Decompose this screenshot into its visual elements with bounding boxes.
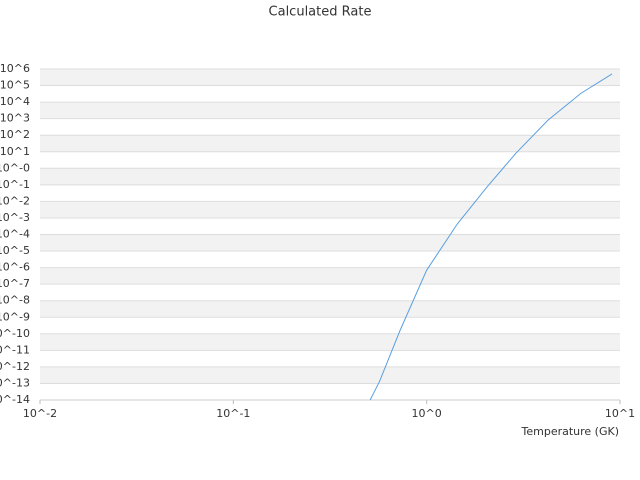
y-tick-label: 10^-14 (0, 393, 30, 406)
grid-band (40, 366, 620, 384)
y-tick-label: 10^-2 (0, 194, 30, 207)
grid-band (40, 102, 620, 119)
y-tick-label: 10^-9 (0, 310, 30, 323)
y-tick-label: 10^-5 (0, 244, 30, 257)
line (369, 73, 613, 401)
grid-band (40, 300, 620, 318)
y-tick-label: 10^-0 (0, 161, 30, 174)
y-tick-label: 10^2 (0, 128, 30, 141)
y-tick-label: 10^-8 (0, 294, 30, 307)
y-tick-label: 10^-3 (0, 211, 30, 224)
y-tick-label: 10^6 (0, 62, 30, 75)
y-tick-label: 10^3 (0, 112, 30, 125)
x-tick-label: 10^-1 (216, 407, 250, 420)
chart-title: Calculated Rate (269, 5, 372, 20)
y-tick-label: 10^-4 (0, 228, 30, 241)
y-tick-label: 10^-13 (0, 376, 30, 389)
y-tick-label: 10^-7 (0, 277, 30, 290)
grid-band (40, 234, 620, 252)
y-tick-label: 10^5 (0, 79, 30, 92)
y-tick-label: 10^-10 (0, 327, 30, 340)
y-tick-label: 10^-12 (0, 360, 30, 373)
grid-band (40, 201, 620, 218)
grid-band (40, 168, 620, 185)
y-tick-label: 10^-11 (0, 343, 30, 356)
grid-band (40, 69, 620, 86)
x-axis-label: Temperature (GK) (521, 425, 620, 438)
y-tick-label: 10^4 (0, 95, 30, 108)
x-tick-label: 10^0 (412, 407, 442, 420)
grid-band (40, 135, 620, 152)
y-tick-label: 10^-6 (0, 261, 30, 274)
x-tick-label: 10^1 (605, 407, 635, 420)
y-tick-label: 10^1 (0, 145, 30, 158)
y-tick-label: 10^-1 (0, 178, 30, 191)
x-tick-label: 10^-2 (23, 407, 57, 420)
grid-band (40, 267, 620, 285)
grid-band (40, 333, 620, 351)
